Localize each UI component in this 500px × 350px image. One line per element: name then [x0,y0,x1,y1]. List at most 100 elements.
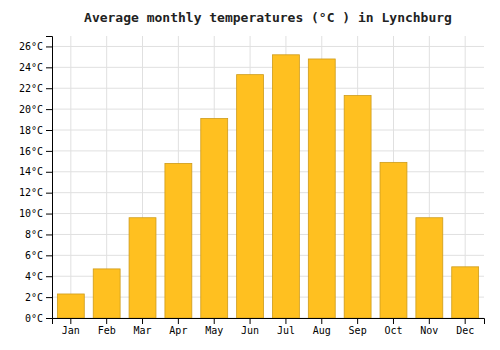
tick-mark [142,318,143,324]
tick-label: Mar [133,325,151,336]
tick-label: 24°C [19,62,43,73]
tick: Sep [349,318,367,336]
bar [165,163,192,318]
tick-label: 4°C [25,271,43,282]
bar [308,59,335,318]
grid-line [70,36,71,318]
tick: 14°C [19,166,52,177]
tick: Jan [62,318,80,336]
tick-mark [46,193,52,194]
tick-label: Jun [241,325,259,336]
tick-label: Feb [98,325,116,336]
chart: 0°C 2°C 4°C 6°C 8°C 10°C 12°C 14°C 16°C 18°C 20°C 2… [0,0,500,350]
tick-label: Nov [420,325,438,336]
tick-mark [393,318,394,324]
grid [52,36,484,318]
bar [129,218,156,318]
tick: Apr [169,318,187,336]
tick: Dec [456,318,474,336]
tick-mark [321,318,322,324]
tick: Jul [277,318,295,336]
tick: Nov [420,318,438,336]
axis-line [46,37,53,319]
tick-label: Apr [169,325,187,336]
tick: 26°C [19,41,52,52]
tick-mark [285,318,286,324]
tick: 4°C [25,271,52,282]
tick-label: 22°C [19,83,43,94]
tick-mark [46,67,52,68]
tick-mark [46,172,52,173]
tick: 20°C [19,104,52,115]
bars [57,55,478,318]
tick-mark [46,151,52,152]
tick: 16°C [19,146,52,157]
tick-label: 6°C [25,250,43,261]
axis-line [53,319,485,325]
grid-line [52,130,484,131]
tick-mark [250,318,251,324]
tick: 10°C [19,208,52,219]
tick-label: 20°C [19,104,43,115]
tick: 0°C [25,313,52,324]
tick-mark [106,318,107,324]
grid-line [52,109,484,110]
tick: 12°C [19,187,52,198]
tick: Feb [98,318,116,336]
tick-label: Sep [349,325,367,336]
tick-mark [357,318,358,324]
title: Average monthly temperatures (°C ) in Ly… [84,10,452,25]
bar [237,75,264,318]
tick-mark [46,255,52,256]
grid-line [52,213,484,214]
tick-mark [46,109,52,110]
grid-line [52,150,484,151]
tick-label: 14°C [19,166,43,177]
tick-label: 2°C [25,292,43,303]
tick-label: 0°C [25,313,43,324]
tick-label: 12°C [19,187,43,198]
tick-label: 8°C [25,229,43,240]
grid-line [52,46,484,47]
tick-mark [70,318,71,324]
tick-mark [429,318,430,324]
bar [416,218,443,318]
tick: Jun [241,318,259,336]
tick: 24°C [19,62,52,73]
tick-mark [465,318,466,324]
tick: 2°C [25,292,52,303]
tick: 6°C [25,250,52,261]
tick-mark [46,88,52,89]
x-axis: Jan Feb Mar Apr May Jun Jul Aug Sep Oct Nov Dec [53,318,485,336]
grid-line [52,192,484,193]
tick-label: Aug [313,325,331,336]
tick: Aug [313,318,331,336]
bar [57,294,84,318]
grid-line [52,88,484,89]
tick-label: 16°C [19,146,43,157]
tick: 18°C [19,125,52,136]
tick-mark [46,276,52,277]
tick-label: Jul [277,325,295,336]
bar [201,119,228,318]
tick: 8°C [25,229,52,240]
tick-label: May [205,325,223,336]
tick-mark [46,318,52,319]
tick-mark [178,318,179,324]
tick: Oct [384,318,402,336]
tick-label: 26°C [19,41,43,52]
plot: 0°C 2°C 4°C 6°C 8°C 10°C 12°C 14°C 16°C 18°C 20°C 2… [19,36,485,336]
bar [272,55,299,318]
bar [93,269,120,318]
tick-label: Dec [456,325,474,336]
tick-label: 10°C [19,208,43,219]
tick-mark [46,214,52,215]
grid-line [52,171,484,172]
tick-mark [46,130,52,131]
bar [452,267,479,318]
tick-mark [46,46,52,47]
bar [380,162,407,318]
tick-label: Jan [62,325,80,336]
tick-mark [214,318,215,324]
tick-label: Oct [384,325,402,336]
